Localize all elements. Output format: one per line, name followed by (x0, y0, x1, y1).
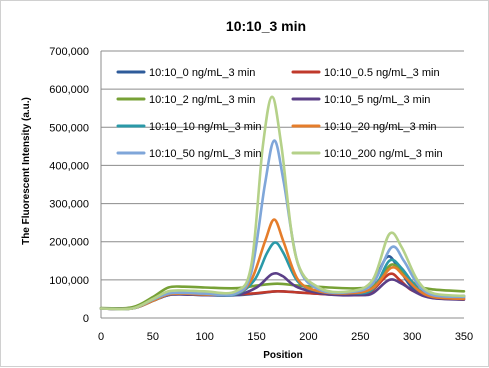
y-tick-label: 400,000 (49, 160, 89, 172)
series-line-8 (99, 95, 466, 311)
x-axis-label: Position (263, 350, 302, 361)
x-tick-label: 0 (98, 331, 104, 343)
x-tick-label: 100 (196, 331, 214, 343)
y-tick-label: 500,000 (49, 122, 89, 134)
gridlines (101, 50, 464, 281)
y-tick-label: 300,000 (49, 199, 89, 211)
x-tick-label: 200 (299, 331, 317, 343)
chart-title: 10:10_3 min (226, 18, 306, 34)
legend-label: 10:10_50 ng/mL_3 min (149, 148, 262, 160)
y-axis-label: The Fluorescent Intensity (a.u.) (21, 97, 32, 245)
x-tick-label: 50 (147, 331, 159, 343)
y-ticks: 0 100,000 200,000 300,000 400,000 500,000 600,… (49, 46, 89, 325)
x-tick-label: 150 (247, 331, 265, 343)
axes (100, 51, 464, 319)
legend-label: 10:10_200 ng/mL_3 min (324, 148, 443, 160)
series-lines (99, 95, 466, 311)
y-tick-label: 200,000 (49, 237, 89, 249)
legend-label: 10:10_20 ng/mL_3 min (324, 121, 437, 133)
legend-label: 10:10_10 ng/mL_3 min (149, 121, 262, 133)
series-line-7 (99, 139, 466, 311)
y-tick-label: 700,000 (49, 46, 89, 58)
legend-label: 10:10_0 ng/mL_3 min (149, 67, 255, 79)
x-tick-label: 350 (455, 331, 473, 343)
y-tick-label: 600,000 (49, 84, 89, 96)
y-tick-label: 100,000 (49, 275, 89, 287)
legend-label: 10:10_5 ng/mL_3 min (324, 94, 430, 106)
series-line-3 (99, 263, 466, 310)
legend-label: 10:10_0.5 ng/mL_3 min (324, 67, 440, 79)
x-tick-label: 300 (403, 331, 421, 343)
legend: 10:10_0 ng/mL_3 min 10:10_0.5 ng/mL_3 min… (116, 67, 443, 160)
legend-label: 10:10_2 ng/mL_3 min (149, 94, 255, 106)
y-tick-label: 0 (83, 313, 89, 325)
x-tick-label: 250 (351, 331, 369, 343)
x-ticks: 0 50 100 150 200 250 300 350 (98, 331, 473, 343)
